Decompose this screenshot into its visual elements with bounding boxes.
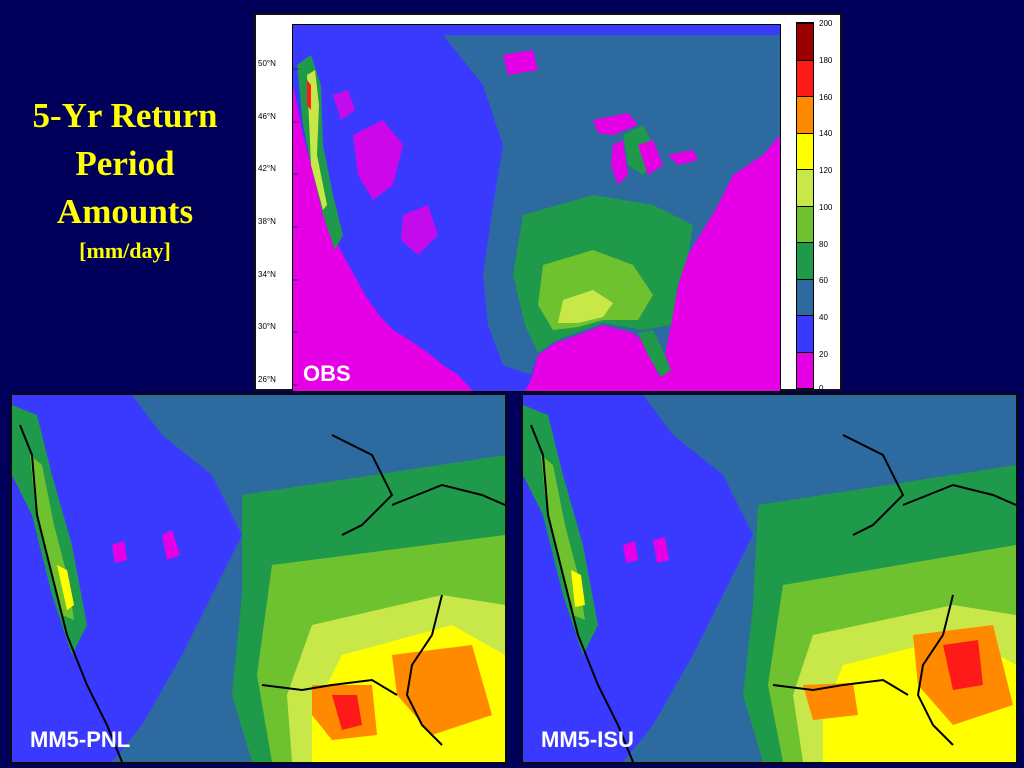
obs-map: OBS [292, 24, 781, 392]
title-unit: [mm/day] [79, 238, 171, 263]
colorbar-segment [797, 132, 813, 169]
colorbar-tick-120: 120 [819, 166, 833, 175]
colorbar-segment [797, 278, 813, 315]
colorbar-tick-200: 200 [819, 19, 833, 28]
colorbar-tick-100: 100 [819, 203, 833, 212]
colorbar-tick-140: 140 [819, 129, 833, 138]
mm5-isu-precip-map [523, 395, 1016, 762]
colorbar-segment [797, 351, 813, 388]
lat-label-38: 38°N [258, 217, 276, 226]
colorbar-tick-20: 20 [819, 350, 828, 359]
colorbar-tick-160: 160 [819, 93, 833, 102]
obs-precip-map [293, 25, 780, 391]
obs-label: OBS [303, 361, 351, 386]
slide-title: 5-Yr Return Period Amounts [mm/day] [10, 92, 240, 266]
colorbar-tick-0: 0 [819, 384, 824, 393]
colorbar-segment [797, 23, 813, 60]
title-line-3: Amounts [56, 192, 194, 231]
lat-label-34: 34°N [258, 270, 276, 279]
colorbar-tick-80: 80 [819, 240, 828, 249]
colorbar-tick-60: 60 [819, 276, 828, 285]
colorbar-tick-180: 180 [819, 56, 833, 65]
title-line-1: 5-Yr Return [32, 96, 218, 135]
colorbar-segment [797, 242, 813, 279]
title-line-2: Period [75, 144, 175, 183]
lat-label-42: 42°N [258, 164, 276, 173]
mm5-isu-panel: MM5-ISU [521, 393, 1018, 764]
obs-panel: 50°N 46°N 42°N 38°N 34°N 30°N 26°N [254, 13, 842, 393]
colorbar-segment [797, 59, 813, 96]
mm5-isu-label: MM5-ISU [541, 727, 634, 752]
colorbar-segment [797, 169, 813, 206]
mm5-pnl-precip-map [12, 395, 505, 762]
colorbar-segment [797, 315, 813, 352]
colorbar-segment [797, 96, 813, 133]
colorbar-tick-40: 40 [819, 313, 828, 322]
mm5-pnl-label: MM5-PNL [30, 727, 131, 752]
lat-label-26: 26°N [258, 375, 276, 384]
colorbar [796, 22, 814, 389]
colorbar-segment [797, 205, 813, 242]
lat-label-30: 30°N [258, 322, 276, 331]
lat-label-46: 46°N [258, 112, 276, 121]
mm5-pnl-panel: MM5-PNL [10, 393, 507, 764]
lat-label-50: 50°N [258, 59, 276, 68]
